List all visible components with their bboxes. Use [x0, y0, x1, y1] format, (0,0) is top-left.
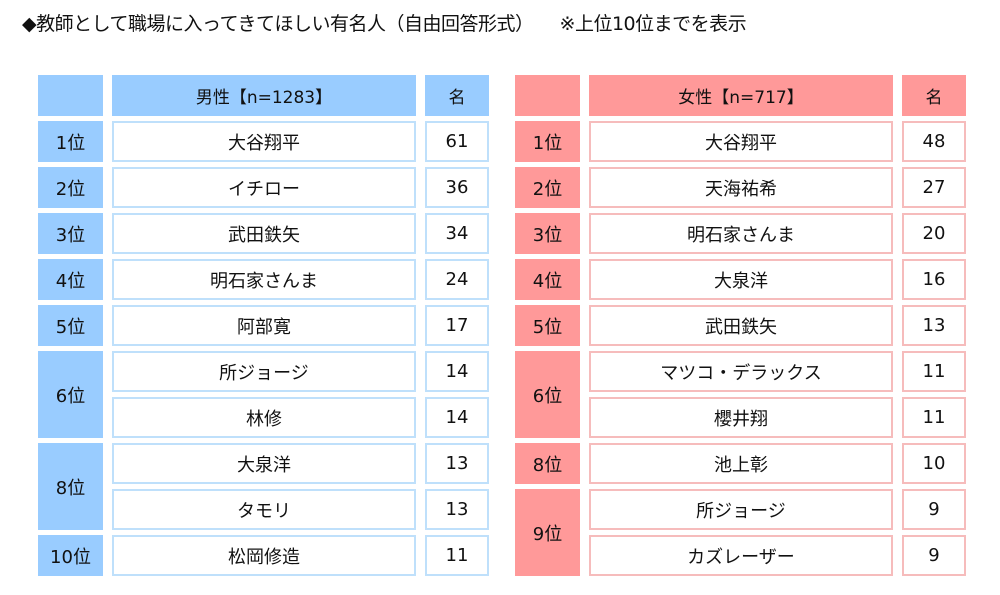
vote-count: 34: [425, 213, 489, 254]
vote-count: 24: [425, 259, 489, 300]
celebrity-name: 阿部寛: [112, 305, 416, 346]
vote-count: 14: [425, 397, 489, 438]
celebrity-name: 松岡修造: [112, 535, 416, 576]
vote-count: 20: [902, 213, 966, 254]
gender-header: 女性【n=717】: [589, 75, 893, 116]
vote-count: 61: [425, 121, 489, 162]
rank-label: 5位: [38, 305, 103, 346]
gender-header: 男性【n=1283】: [112, 75, 416, 116]
male-ranking-table: 男性【n=1283】名 1位 大谷翔平 61 2位 イチロー 36 3位 武田鉄矢 34 4位 明石家…: [38, 75, 489, 576]
celebrity-name: 明石家さんま: [589, 213, 893, 254]
celebrity-name: 池上彰: [589, 443, 893, 484]
celebrity-name: 天海祐希: [589, 167, 893, 208]
vote-count: 17: [425, 305, 489, 346]
celebrity-name: 武田鉄矢: [112, 213, 416, 254]
celebrity-name: 武田鉄矢: [589, 305, 893, 346]
vote-count: 10: [902, 443, 966, 484]
rank-label: 6位: [515, 351, 580, 438]
vote-count: 13: [425, 489, 489, 530]
page-title: ◆教師として職場に入ってきてほしい有名人（自由回答形式） ※上位10位までを表示: [22, 9, 747, 36]
rank-label: 6位: [38, 351, 103, 438]
rank-label: 9位: [515, 489, 580, 576]
rank-label: 2位: [38, 167, 103, 208]
rank-label: 5位: [515, 305, 580, 346]
celebrity-name: 林修: [112, 397, 416, 438]
rank-label: 1位: [38, 121, 103, 162]
celebrity-name: 所ジョージ: [589, 489, 893, 530]
celebrity-name: カズレーザー: [589, 535, 893, 576]
celebrity-name: 所ジョージ: [112, 351, 416, 392]
rank-label: 8位: [515, 443, 580, 484]
vote-count: 11: [902, 351, 966, 392]
rank-label: 4位: [38, 259, 103, 300]
vote-count: 11: [902, 397, 966, 438]
rank-header-cell: [515, 75, 580, 116]
female-ranking-table: 女性【n=717】名 1位 大谷翔平 48 2位 天海祐希 27 3位 明石家さんま 20 4位 大泉…: [515, 75, 966, 576]
celebrity-name: 大泉洋: [112, 443, 416, 484]
vote-count: 13: [902, 305, 966, 346]
count-header: 名: [902, 75, 966, 116]
celebrity-name: マツコ・デラックス: [589, 351, 893, 392]
celebrity-name: 明石家さんま: [112, 259, 416, 300]
vote-count: 11: [425, 535, 489, 576]
rank-label: 3位: [38, 213, 103, 254]
rank-label: 3位: [515, 213, 580, 254]
vote-count: 36: [425, 167, 489, 208]
rank-label: 10位: [38, 535, 103, 576]
vote-count: 27: [902, 167, 966, 208]
celebrity-name: 櫻井翔: [589, 397, 893, 438]
vote-count: 16: [902, 259, 966, 300]
rank-header-cell: [38, 75, 103, 116]
vote-count: 9: [902, 535, 966, 576]
title-text: ◆教師として職場に入ってきてほしい有名人（自由回答形式）: [22, 13, 534, 35]
celebrity-name: 大谷翔平: [589, 121, 893, 162]
rank-label: 4位: [515, 259, 580, 300]
celebrity-name: 大泉洋: [589, 259, 893, 300]
celebrity-name: イチロー: [112, 167, 416, 208]
title-note: ※上位10位までを表示: [559, 13, 747, 35]
vote-count: 9: [902, 489, 966, 530]
celebrity-name: タモリ: [112, 489, 416, 530]
rank-label: 1位: [515, 121, 580, 162]
vote-count: 48: [902, 121, 966, 162]
celebrity-name: 大谷翔平: [112, 121, 416, 162]
count-header: 名: [425, 75, 489, 116]
vote-count: 14: [425, 351, 489, 392]
rank-label: 2位: [515, 167, 580, 208]
rank-label: 8位: [38, 443, 103, 530]
vote-count: 13: [425, 443, 489, 484]
